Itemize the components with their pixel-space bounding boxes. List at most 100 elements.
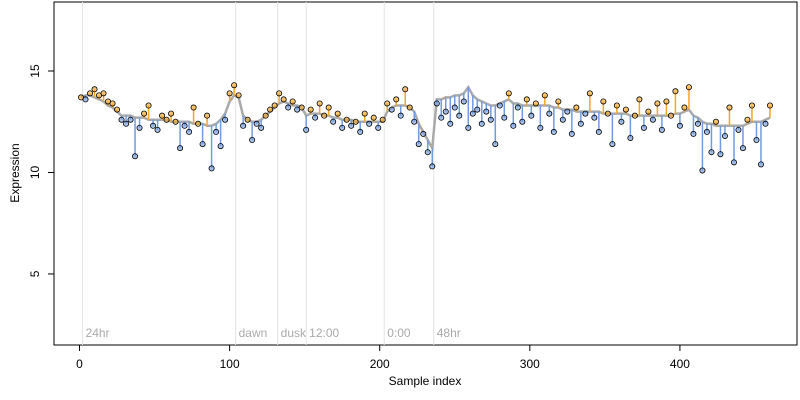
point [537,124,544,131]
point [501,114,508,121]
point [739,145,746,152]
point [357,128,364,135]
point [744,116,751,123]
point [199,141,206,148]
annotation-label: 12:00 [309,326,339,340]
point [150,122,157,129]
point [447,120,454,127]
point [316,100,323,107]
point [685,84,692,91]
point [681,104,688,111]
point [519,118,526,125]
annotation-label: 0:00 [387,326,411,340]
point [145,102,152,109]
point [388,106,395,113]
point [735,126,742,133]
point [586,90,593,97]
point [766,102,773,109]
point [438,114,445,121]
point [231,82,238,89]
point [91,86,98,93]
x-tick-label: 400 [670,357,690,371]
point [244,116,251,123]
point [663,98,670,105]
point [163,116,170,123]
point [730,159,737,166]
point [420,130,427,137]
point [645,108,652,115]
x-tick-label: 0 [76,357,83,371]
point [474,106,481,113]
point [582,110,589,117]
point [280,96,287,103]
point [352,118,359,125]
point [204,112,211,119]
point [100,90,107,97]
point [514,104,521,111]
point [424,149,431,156]
point [442,108,449,115]
point [433,100,440,107]
point [532,100,539,107]
point [172,118,179,125]
point [429,163,436,170]
point [123,120,130,127]
point [726,104,733,111]
x-tick-label: 200 [370,357,390,371]
point [460,98,467,105]
point [285,104,292,111]
annotation-label: dawn [239,326,268,340]
point [190,104,197,111]
point [654,100,661,107]
point [289,98,296,105]
point [406,104,413,111]
point [249,137,256,144]
point [577,120,584,127]
point [217,143,224,150]
point [298,104,305,111]
point [132,153,139,160]
point [411,118,418,125]
point [235,92,242,99]
point [114,106,121,113]
point [568,130,575,137]
point [622,106,629,113]
point [181,122,188,129]
point [393,96,400,103]
x-tick-label: 300 [520,357,540,371]
point [496,102,503,109]
y-tick-label: 5 [28,270,42,277]
point [267,106,274,113]
point [276,90,283,97]
point [402,86,409,93]
point [456,112,463,119]
point [510,122,517,129]
point [208,165,215,172]
point [555,98,562,105]
annotation-label: dusk [281,326,307,340]
y-tick-label: 10 [28,165,42,179]
point [451,104,458,111]
x-axis-label: Sample index [389,374,462,388]
point [600,98,607,105]
point [676,122,683,129]
y-axis-label: Expression [8,143,22,202]
point [658,126,665,133]
point [136,124,143,131]
point [604,110,611,117]
point [708,149,715,156]
point [370,114,377,121]
point [118,116,125,123]
point [631,112,638,119]
point [541,92,548,99]
point [366,120,373,127]
point [186,128,193,135]
point [127,116,134,123]
point [559,116,566,123]
point [591,114,598,121]
point [699,167,706,174]
point [546,110,553,117]
point [213,128,220,135]
point [262,112,269,119]
